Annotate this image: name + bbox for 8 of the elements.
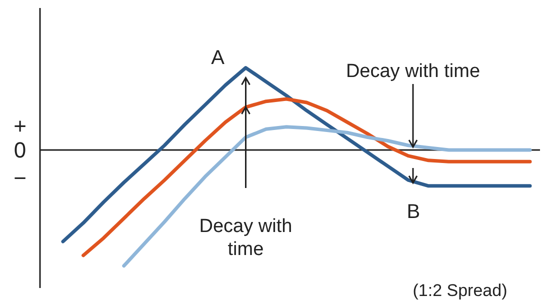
- annotation: Decay with time: [346, 61, 480, 82]
- text: 0: [14, 138, 26, 163]
- annotation: A: [211, 46, 226, 69]
- text: +: [14, 114, 26, 139]
- annotation: B: [406, 200, 420, 223]
- text: −: [14, 166, 26, 191]
- annotation: Decay with time: [199, 216, 292, 260]
- text: (1:2 Spread): [412, 281, 508, 300]
